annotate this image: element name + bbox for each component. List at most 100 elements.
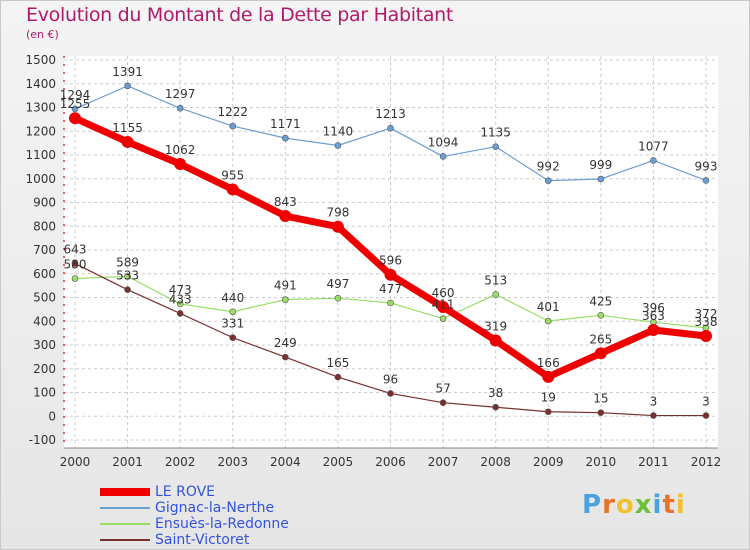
data-point (439, 315, 447, 322)
data-point (229, 308, 237, 316)
data-point (387, 299, 394, 307)
data-label: 460 (432, 286, 455, 300)
data-label: 955 (221, 168, 244, 182)
data-point (124, 82, 131, 90)
data-point (384, 268, 397, 281)
data-point (544, 317, 552, 325)
y-tick-label: 300 (33, 338, 56, 352)
data-point (702, 177, 710, 184)
data-label: 1171 (270, 117, 301, 131)
y-tick-label: 1400 (25, 77, 56, 91)
data-point (387, 124, 394, 132)
data-label: 1294 (60, 88, 91, 102)
y-tick-label: 0 (48, 409, 56, 423)
data-point (492, 291, 499, 298)
legend-label: LE ROVE (155, 484, 216, 500)
data-point (489, 334, 502, 347)
legend-swatch-le-rove (100, 488, 150, 496)
data-point (176, 300, 184, 308)
data-point (594, 347, 607, 360)
data-point (282, 134, 289, 142)
data-label: 497 (326, 277, 349, 291)
data-point (71, 260, 79, 267)
y-tick-label: 1000 (25, 172, 56, 186)
data-label: 993 (695, 159, 718, 173)
legend-swatch-gignac (100, 507, 150, 509)
x-tick-label: 2010 (586, 455, 617, 469)
data-point (387, 390, 394, 397)
data-point (492, 403, 499, 411)
y-tick-label: 600 (33, 267, 56, 281)
data-label: 96 (383, 372, 398, 386)
x-tick-label: 2001 (112, 455, 143, 469)
x-tick-label: 2009 (533, 455, 564, 469)
data-point (121, 135, 134, 148)
data-point (69, 112, 81, 125)
data-label: 1297 (165, 87, 196, 101)
y-tick-label: 1500 (25, 53, 56, 67)
data-label: 798 (326, 206, 349, 220)
data-label: 1255 (60, 97, 91, 111)
y-tick-label: 1300 (25, 101, 56, 115)
data-point (279, 210, 292, 223)
y-tick-label: 400 (33, 314, 56, 328)
data-point (71, 105, 79, 113)
data-point (439, 153, 447, 160)
legend-label: Gignac-la-Nerthe (155, 500, 275, 516)
data-point (597, 312, 605, 319)
legend-swatch-saint-victoret (100, 539, 150, 541)
data-point (544, 177, 552, 184)
data-label: 433 (169, 292, 192, 306)
x-tick-label: 2000 (60, 455, 91, 469)
data-label: 265 (589, 332, 612, 346)
data-label: 580 (64, 258, 87, 272)
data-label: 401 (537, 300, 560, 314)
data-point (229, 334, 237, 341)
data-label: 477 (379, 282, 402, 296)
data-point (282, 296, 289, 303)
data-label: 411 (432, 298, 455, 312)
x-tick-label: 2006 (375, 455, 406, 469)
y-tick-label: 200 (33, 362, 56, 376)
data-label: 440 (221, 291, 244, 305)
y-tick-label: -100 (29, 433, 56, 447)
y-tick-label: 1100 (25, 148, 56, 162)
data-point (542, 370, 555, 383)
data-label: 19 (541, 391, 556, 405)
data-label: 533 (116, 269, 139, 283)
data-point (439, 399, 447, 407)
y-tick-label: 1200 (25, 124, 56, 138)
data-point (124, 286, 131, 293)
x-tick-label: 2003 (217, 455, 248, 469)
x-tick-label: 2008 (480, 455, 511, 469)
data-label: 363 (642, 309, 665, 323)
data-label: 1213 (375, 107, 406, 121)
data-label: 396 (642, 301, 665, 315)
data-label: 643 (64, 243, 87, 257)
data-point (437, 301, 450, 313)
legend-label: Saint-Victoret (155, 532, 250, 548)
logo-letter: P (582, 490, 603, 520)
x-tick-label: 2011 (638, 455, 669, 469)
y-tick-label: 500 (33, 291, 56, 305)
data-point (174, 158, 187, 171)
data-point (597, 175, 605, 183)
data-label: 1077 (638, 139, 669, 153)
logo-letter: t (662, 490, 676, 520)
y-tick-label: 900 (33, 196, 56, 210)
data-label: 38 (488, 386, 503, 400)
data-label: 1135 (480, 126, 511, 140)
data-point (334, 373, 342, 381)
y-tick-label: 700 (33, 243, 56, 257)
data-label: 1155 (112, 121, 143, 135)
data-point (71, 275, 79, 282)
data-label: 3 (702, 395, 710, 409)
chart-title: Evolution du Montant de la Dette par Hab… (26, 4, 454, 26)
x-tick-label: 2002 (165, 455, 196, 469)
data-label: 1062 (165, 143, 196, 157)
y-tick-label: 100 (33, 386, 56, 400)
data-label: 1391 (112, 65, 143, 79)
data-label: 589 (116, 255, 139, 269)
data-point (282, 353, 289, 361)
